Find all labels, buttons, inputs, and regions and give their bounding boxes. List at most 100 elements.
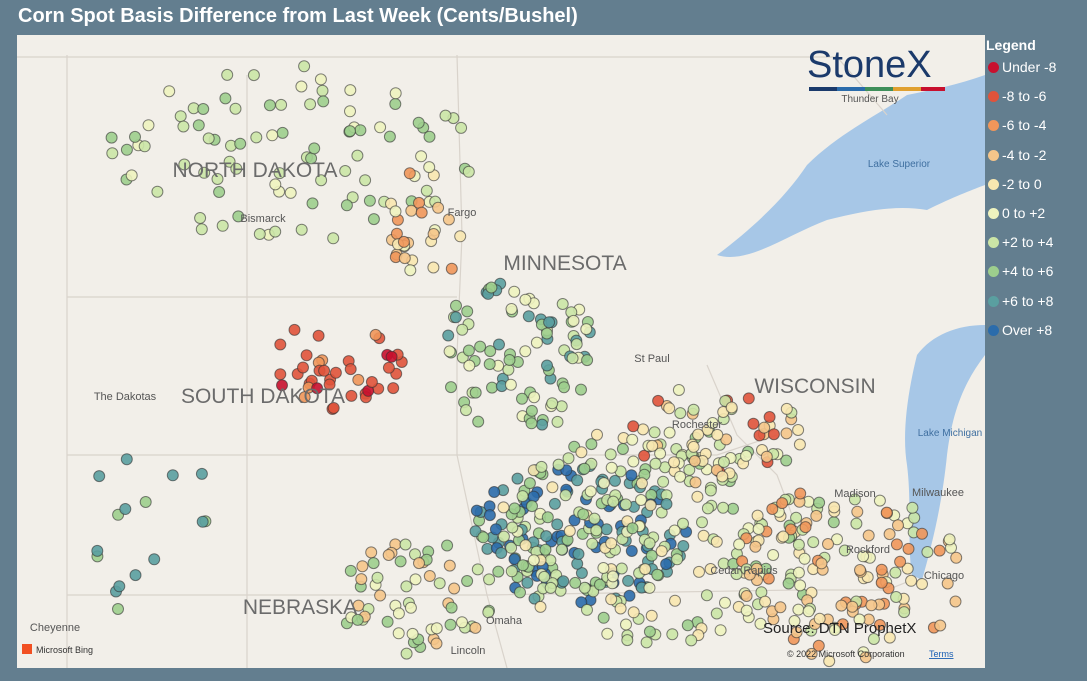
map-point xyxy=(433,577,446,590)
map-point xyxy=(812,639,825,652)
legend-label: -8 to -6 xyxy=(1002,88,1047,105)
map-point xyxy=(105,131,118,144)
map-point xyxy=(120,453,133,466)
map-point xyxy=(519,345,532,358)
map-point xyxy=(934,619,947,632)
map-point xyxy=(766,503,779,515)
map-point xyxy=(284,186,297,199)
map-point xyxy=(462,344,475,357)
map-point xyxy=(505,541,518,554)
legend-item: 0 to +2 xyxy=(986,205,1086,234)
map-point xyxy=(949,595,962,608)
map-point xyxy=(536,418,549,431)
map-point xyxy=(792,424,805,436)
bing-icon xyxy=(22,644,32,654)
map-point xyxy=(692,428,705,441)
map-point xyxy=(400,647,413,660)
map-point xyxy=(623,589,636,602)
legend-item: +2 to +4 xyxy=(986,234,1086,263)
map-point xyxy=(883,528,896,541)
map-point xyxy=(442,213,455,226)
labels: NORTH DAKOTA MINNESOTA SOUTH DAKOTA WISCONS… xyxy=(30,94,982,657)
map-point xyxy=(663,426,676,439)
map-point xyxy=(288,323,301,336)
map-point xyxy=(540,327,553,340)
map-point xyxy=(575,446,588,459)
map-point xyxy=(139,496,152,508)
map-point xyxy=(794,579,807,592)
map-point xyxy=(873,619,886,631)
map-point xyxy=(905,574,918,587)
map-point xyxy=(725,401,738,414)
map-point xyxy=(790,511,803,524)
map-point xyxy=(687,440,700,453)
map-point xyxy=(651,568,664,581)
place-label: Milwaukee xyxy=(912,487,964,499)
map-point xyxy=(780,402,793,415)
map-point xyxy=(601,627,614,640)
map-point xyxy=(314,73,327,86)
place-label: Omaha xyxy=(486,615,523,627)
map-point xyxy=(760,450,773,463)
map-point xyxy=(445,381,457,394)
map-point xyxy=(192,119,205,132)
title: Corn Spot Basis Difference from Last Wee… xyxy=(18,5,578,27)
map-point xyxy=(317,95,330,108)
map-point xyxy=(600,523,613,536)
terms-link[interactable]: Terms xyxy=(929,649,954,659)
map-point xyxy=(269,225,282,238)
map-point xyxy=(374,121,387,134)
map-point xyxy=(385,350,398,363)
map-point xyxy=(93,470,106,483)
map-point xyxy=(758,421,771,434)
map-point xyxy=(389,205,402,218)
map-point xyxy=(572,548,585,560)
map-point xyxy=(894,555,907,568)
map-point xyxy=(445,262,458,275)
map-point xyxy=(571,474,584,487)
map-point xyxy=(857,550,870,563)
map-point xyxy=(295,80,308,93)
map-point xyxy=(504,378,517,391)
map-point xyxy=(883,631,896,644)
map-point xyxy=(663,402,676,415)
map-point xyxy=(492,565,505,578)
map-point xyxy=(423,130,436,143)
map-point xyxy=(521,576,534,589)
legend-item: +4 to +6 xyxy=(986,263,1086,292)
map-point xyxy=(113,580,126,593)
map-point xyxy=(668,456,680,469)
map-point xyxy=(508,553,521,566)
map-point xyxy=(566,352,579,365)
map-point xyxy=(365,546,378,559)
map-point xyxy=(427,261,440,274)
map-point xyxy=(538,570,551,583)
map-point xyxy=(776,497,789,510)
map-point xyxy=(740,449,753,462)
map-point xyxy=(605,593,618,606)
map-point xyxy=(503,354,516,366)
map-point xyxy=(782,577,795,590)
map-point xyxy=(784,523,797,536)
map-point xyxy=(125,169,138,182)
source: Source: DTN ProphetX xyxy=(763,620,916,637)
map-point xyxy=(691,490,704,503)
legend-label: -6 to -4 xyxy=(1002,117,1047,134)
map-point xyxy=(129,130,141,143)
map-point xyxy=(454,230,467,243)
map-point xyxy=(392,627,405,640)
map-point xyxy=(792,538,805,551)
map-point xyxy=(622,574,635,587)
map-point xyxy=(339,165,352,177)
map-point xyxy=(389,98,402,110)
map-point xyxy=(747,417,760,430)
map-point xyxy=(627,420,640,433)
map-point xyxy=(578,462,591,475)
map-point xyxy=(276,126,289,139)
map-point xyxy=(234,137,247,150)
map-point xyxy=(195,467,208,480)
map-point xyxy=(413,557,425,570)
map-point xyxy=(430,622,443,635)
map-point xyxy=(546,397,559,410)
map-point xyxy=(846,600,859,613)
